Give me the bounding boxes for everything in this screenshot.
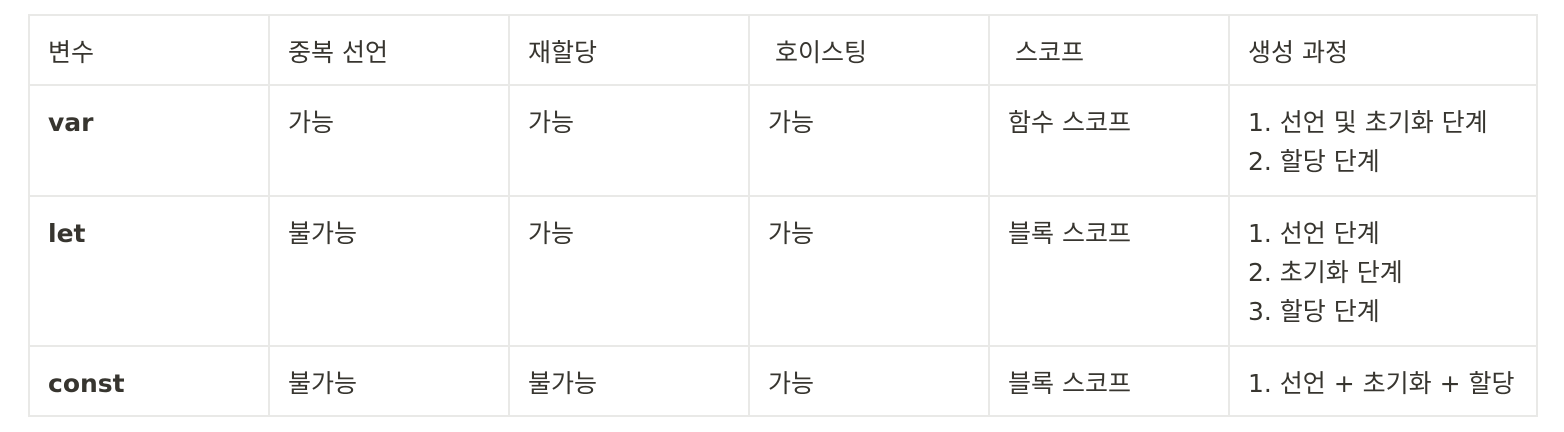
cell-redeclaration: 불가능 <box>268 195 510 347</box>
row-head-const: const <box>28 345 270 417</box>
cell-creation-process: 1. 선언 및 초기화 단계 2. 할당 단계 <box>1228 84 1538 197</box>
cell-redeclaration: 가능 <box>268 84 510 197</box>
creation-step: 1. 선언 단계 <box>1248 219 1380 248</box>
cell-scope: 함수 스코프 <box>988 84 1230 197</box>
header-cell-scope: 스코프 <box>988 14 1230 86</box>
header-cell-hoisting: 호이스팅 <box>748 14 990 86</box>
header-cell-creation-process: 생성 과정 <box>1228 14 1538 86</box>
table-row: var 가능 가능 가능 함수 스코프 1. 선언 및 초기화 단계 2. 할당… <box>28 84 1538 197</box>
header-cell-variable: 변수 <box>28 14 270 86</box>
creation-step: 1. 선언 + 초기화 + 할당 <box>1248 369 1515 398</box>
cell-hoisting: 가능 <box>748 84 990 197</box>
cell-creation-process: 1. 선언 + 초기화 + 할당 <box>1228 345 1538 417</box>
cell-hoisting: 가능 <box>748 345 990 417</box>
table-row: let 불가능 가능 가능 블록 스코프 1. 선언 단계 2. 초기화 단계 … <box>28 195 1538 347</box>
cell-redeclaration: 불가능 <box>268 345 510 417</box>
variable-comparison-table: 변수 중복 선언 재할당 호이스팅 스코프 생성 과정 var 가능 가능 가능… <box>28 14 1538 417</box>
header-cell-redeclaration: 중복 선언 <box>268 14 510 86</box>
creation-step: 2. 초기화 단계 <box>1248 258 1403 287</box>
cell-scope: 블록 스코프 <box>988 195 1230 347</box>
table-header-row: 변수 중복 선언 재할당 호이스팅 스코프 생성 과정 <box>28 14 1538 86</box>
cell-scope: 블록 스코프 <box>988 345 1230 417</box>
creation-step: 3. 할당 단계 <box>1248 297 1380 326</box>
header-cell-reassignment: 재할당 <box>508 14 750 86</box>
creation-step: 1. 선언 및 초기화 단계 <box>1248 108 1488 137</box>
cell-reassignment: 가능 <box>508 195 750 347</box>
row-head-var: var <box>28 84 270 197</box>
cell-creation-process: 1. 선언 단계 2. 초기화 단계 3. 할당 단계 <box>1228 195 1538 347</box>
row-head-let: let <box>28 195 270 347</box>
comparison-table-container: 변수 중복 선언 재할당 호이스팅 스코프 생성 과정 var 가능 가능 가능… <box>28 14 1538 417</box>
cell-hoisting: 가능 <box>748 195 990 347</box>
table-row: const 불가능 불가능 가능 블록 스코프 1. 선언 + 초기화 + 할당 <box>28 345 1538 417</box>
cell-reassignment: 불가능 <box>508 345 750 417</box>
cell-reassignment: 가능 <box>508 84 750 197</box>
creation-step: 2. 할당 단계 <box>1248 147 1380 176</box>
